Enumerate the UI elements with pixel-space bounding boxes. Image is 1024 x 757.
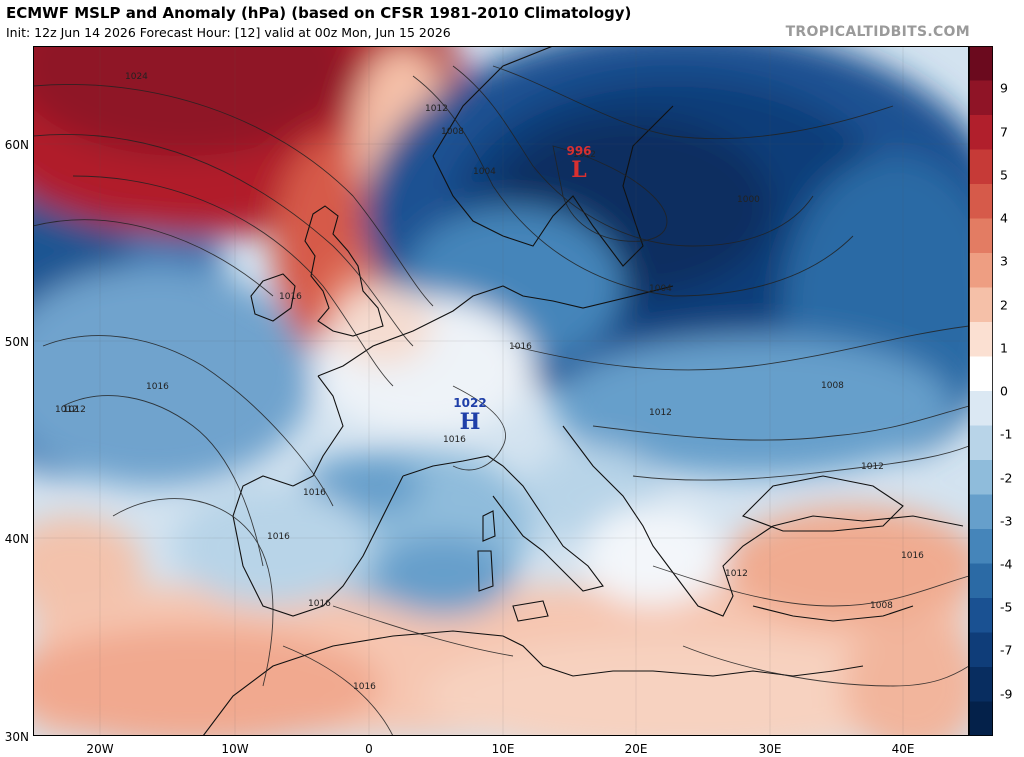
isobar-label: 1016 xyxy=(303,488,326,498)
isobar-label: 1016 xyxy=(308,599,331,609)
anomaly-field xyxy=(33,46,969,736)
mslp-anomaly-map: 1024 1012 1008 1004 1000 1016 1016 1012 … xyxy=(33,46,969,736)
colorbar-segment xyxy=(969,460,993,496)
isobar-label: 1012 xyxy=(649,408,672,418)
colorbar-segment xyxy=(969,253,993,289)
colorbar-segment xyxy=(969,184,993,220)
longitude-label: 0 xyxy=(365,742,373,756)
latitude-label: 30N xyxy=(4,730,29,744)
colorbar-label: -2 xyxy=(1000,470,1013,486)
colorbar-segment xyxy=(969,667,993,703)
colorbar-segment xyxy=(969,529,993,565)
colorbar-label: -5 xyxy=(1000,599,1013,615)
isobar-label: 1008 xyxy=(441,127,464,137)
colorbar-label: 0 xyxy=(1000,383,1008,399)
colorbar-segment xyxy=(969,391,993,427)
colorbar-label: -9 xyxy=(1000,686,1013,702)
colorbar-label: 7 xyxy=(1000,124,1008,140)
isobar-label: 1000 xyxy=(737,195,760,205)
isobar-label: 1012 xyxy=(425,104,448,114)
colorbar-segment xyxy=(969,425,993,461)
isobar-label: 1016 xyxy=(279,292,302,302)
forecast-info: Init: 12z Jun 14 2026 Forecast Hour: [12… xyxy=(6,25,451,40)
coastlines xyxy=(202,46,964,736)
latitude-label: 50N xyxy=(4,335,29,349)
high-pressure-value: 1022 xyxy=(453,396,486,410)
longitude-label: 10E xyxy=(491,742,515,756)
longitude-label: 20E xyxy=(624,742,648,756)
isobar-label: 1012 xyxy=(55,405,78,415)
colorbar-label: -4 xyxy=(1000,556,1013,572)
graticule xyxy=(33,46,969,736)
longitude-label: 40E xyxy=(891,742,915,756)
isobar-label: 1024 xyxy=(125,72,148,82)
isobars xyxy=(33,65,969,736)
colorbar-segment xyxy=(969,218,993,254)
isobar-label: 1016 xyxy=(509,342,532,352)
isobar-label: 1016 xyxy=(443,435,466,445)
longitude-label: 30E xyxy=(758,742,782,756)
longitude-label: 20W xyxy=(86,742,114,756)
colorbar-label: 3 xyxy=(1000,253,1008,269)
high-pressure-center: 1022 H xyxy=(453,396,486,435)
chart-title: ECMWF MSLP and Anomaly (hPa) (based on C… xyxy=(6,4,632,22)
latitude-label: 40N xyxy=(4,532,29,546)
latitude-label: 60N xyxy=(4,138,29,152)
colorbar-segment xyxy=(969,563,993,599)
colorbar-label: 4 xyxy=(1000,210,1008,226)
colorbar-segments xyxy=(969,46,993,736)
colorbar-segment xyxy=(969,701,993,736)
isobar-label: 1012 xyxy=(861,462,884,472)
colorbar-segment xyxy=(969,322,993,358)
colorbar-segment xyxy=(969,80,993,116)
colorbar-segment xyxy=(969,356,993,392)
colorbar-segment xyxy=(969,598,993,634)
colorbar-segment xyxy=(969,494,993,530)
colorbar-label: 9 xyxy=(1000,80,1008,96)
colorbar-label: 5 xyxy=(1000,167,1008,183)
colorbar-label: 2 xyxy=(1000,297,1008,313)
isobar-label: 1012 xyxy=(63,405,86,415)
isobar-label: 1008 xyxy=(870,601,893,611)
isobar-label: 1016 xyxy=(353,682,376,692)
anomaly-colorbar xyxy=(969,46,993,736)
isobar-label: 1004 xyxy=(649,284,672,294)
colorbar-label: -1 xyxy=(1000,426,1013,442)
isobar-label: 1012 xyxy=(573,150,596,160)
low-pressure-value: 996 xyxy=(566,144,591,158)
isobar-label: 1012 xyxy=(725,569,748,579)
colorbar-segment xyxy=(969,287,993,323)
isobar-label: 1016 xyxy=(267,532,290,542)
longitude-label: 10W xyxy=(221,742,249,756)
isobar-label: 1016 xyxy=(146,382,169,392)
colorbar-segment xyxy=(969,46,993,82)
colorbar-label: 1 xyxy=(1000,340,1008,356)
colorbar-segment xyxy=(969,149,993,185)
isobar-label: 1004 xyxy=(473,167,496,177)
low-pressure-center: 996 L xyxy=(566,144,591,183)
colorbar-segment xyxy=(969,632,993,668)
site-brand: TROPICALTIDBITS.COM xyxy=(785,24,970,40)
high-pressure-symbol: H xyxy=(460,409,481,435)
colorbar-segment xyxy=(969,115,993,151)
isobar-label: 1016 xyxy=(901,551,924,561)
low-pressure-symbol: L xyxy=(571,157,586,183)
isobar-label-group: 1024 1012 1008 1004 1000 1016 1016 1012 … xyxy=(55,72,924,692)
isobar-label: 1008 xyxy=(821,381,844,391)
colorbar-label: -3 xyxy=(1000,513,1013,529)
colorbar-label: -7 xyxy=(1000,642,1013,658)
